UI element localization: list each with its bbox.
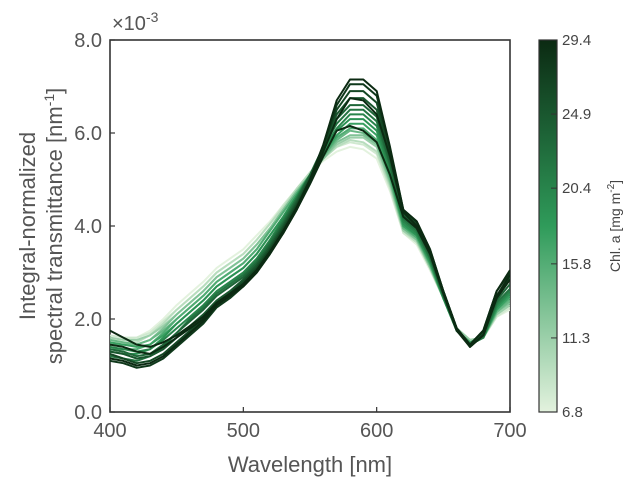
colorbar-tick-label: 20.4 (562, 180, 591, 197)
x-tick-label: 600 (360, 420, 393, 442)
y-axis-label-line1: Integral-normalized (15, 132, 40, 320)
y-tick-label: 0.0 (74, 402, 102, 424)
colorbar-tick-label: 29.4 (562, 32, 591, 49)
x-tick-label: 700 (493, 420, 526, 442)
y-tick-label: 2.0 (74, 309, 102, 331)
y-tick-label: 8.0 (74, 30, 102, 52)
colorbar-ticks: 6.8 11.3 15.8 20.4 24.9 29.4 (551, 32, 591, 421)
y-axis-label-line2: spectral transmittance [nm-1] (41, 88, 67, 365)
x-tick-label: 500 (227, 420, 260, 442)
y-tick-label: 4.0 (74, 216, 102, 238)
colorbar-tick-label: 24.9 (562, 106, 591, 123)
tick-layer: 400 500 600 700 0.0 2.0 4.0 6.0 8.0 (74, 30, 527, 442)
colorbar-tick-label: 11.3 (562, 330, 590, 347)
colorbar-label: Chl. a [mg m-2] (606, 180, 623, 272)
y-tick-label: 6.0 (74, 123, 102, 145)
x-axis-label: Wavelength [nm] (228, 452, 392, 477)
x-tick-label: 400 (93, 420, 126, 442)
spectrum-line (110, 125, 510, 348)
series-layer (110, 78, 510, 369)
colorbar-tick-label: 6.8 (562, 404, 583, 421)
colorbar-tick-label: 15.8 (562, 256, 591, 273)
colorbar (538, 39, 558, 413)
y-exponent-label: ×10-3 (112, 9, 159, 35)
plot-frame (109, 39, 511, 413)
